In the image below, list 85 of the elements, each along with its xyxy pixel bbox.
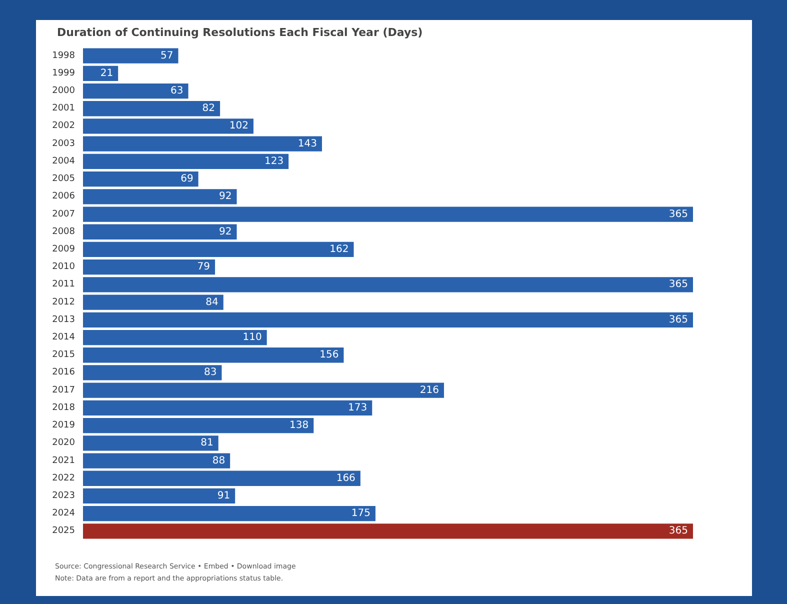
bar (83, 242, 354, 258)
bar (83, 66, 118, 81)
data-label: 123 (264, 156, 284, 167)
y-tick-label: 2006 (52, 192, 76, 202)
y-tick-label: 2018 (52, 402, 76, 413)
data-label: 166 (336, 472, 356, 484)
y-tick-label: 2024 (52, 508, 76, 519)
y-tick-label: 2020 (52, 438, 76, 448)
data-label: 365 (668, 279, 688, 290)
data-label: 365 (668, 208, 688, 220)
y-tick-label: 2000 (52, 86, 76, 96)
data-label: 162 (330, 244, 349, 255)
y-tick-label: 2002 (52, 121, 75, 132)
bar (83, 260, 216, 275)
bar (83, 365, 222, 380)
chart-title: Duration of Continuing Resolutions Each Fiscal Year (Days) (57, 26, 423, 39)
bar (83, 48, 178, 64)
bar (83, 83, 188, 99)
bar (83, 524, 693, 539)
bar (83, 470, 360, 486)
data-label: 92 (219, 226, 232, 238)
data-label: 365 (668, 526, 688, 537)
bar (83, 488, 236, 504)
y-tick-label: 2014 (52, 332, 76, 343)
y-tick-label: 2008 (52, 226, 76, 237)
data-label: 175 (351, 508, 370, 520)
y-tick-label: 2007 (52, 209, 75, 220)
data-label: 88 (212, 455, 226, 466)
bar (83, 506, 376, 522)
bar (83, 171, 198, 187)
data-label: 69 (180, 174, 194, 185)
data-label: 84 (206, 296, 218, 308)
y-tick-label: 2022 (52, 473, 75, 484)
y-tick-label: 2021 (52, 456, 75, 466)
data-label: 110 (242, 332, 262, 344)
y-tick-label: 2003 (52, 138, 75, 149)
data-label: 92 (219, 191, 232, 202)
y-tick-label: 2005 (52, 174, 75, 184)
bar (83, 312, 693, 328)
data-label: 102 (229, 120, 248, 132)
bar (83, 436, 218, 451)
y-tick-label: 2001 (52, 104, 75, 114)
bar (83, 136, 322, 152)
y-tick-label: 2013 (52, 314, 75, 325)
y-tick-label: 2016 (52, 368, 76, 378)
data-label: 63 (170, 86, 184, 97)
y-tick-label: 2004 (52, 156, 76, 166)
y-tick-label: 2011 (52, 280, 75, 290)
bar (83, 277, 693, 292)
data-label: 79 (197, 262, 210, 273)
y-tick-label: 2019 (52, 420, 76, 431)
data-label: 83 (204, 367, 217, 378)
y-tick-label: 2010 (52, 262, 76, 272)
y-tick-label: 2009 (52, 244, 76, 254)
data-label: 173 (348, 402, 368, 414)
data-label: 365 (668, 314, 688, 326)
bar (83, 348, 344, 363)
y-tick-label: 2012 (52, 297, 75, 308)
data-label: 143 (298, 138, 317, 150)
bar (83, 418, 314, 434)
data-label: 82 (202, 103, 216, 114)
bar (83, 224, 237, 240)
bar (83, 154, 289, 170)
data-label: 81 (200, 438, 214, 449)
bar (83, 294, 224, 310)
bar (83, 453, 230, 468)
data-label: 216 (420, 384, 439, 396)
bar (83, 330, 267, 346)
bar (83, 206, 693, 222)
bar (83, 118, 254, 134)
data-label: 57 (160, 50, 174, 62)
y-tick-label: 2023 (52, 490, 75, 501)
bar (83, 400, 372, 416)
data-label: 156 (320, 350, 339, 361)
y-tick-label: 2025 (52, 526, 75, 536)
bar (83, 101, 220, 116)
data-label: 21 (100, 68, 114, 79)
bar (83, 382, 444, 398)
y-tick-label: 2015 (52, 350, 75, 360)
y-tick-label: 1998 (52, 50, 76, 61)
y-tick-label: 2017 (52, 385, 75, 396)
bar (83, 189, 237, 204)
data-label: 91 (217, 490, 230, 502)
data-label: 138 (290, 420, 309, 432)
y-tick-label: 1999 (52, 68, 76, 78)
